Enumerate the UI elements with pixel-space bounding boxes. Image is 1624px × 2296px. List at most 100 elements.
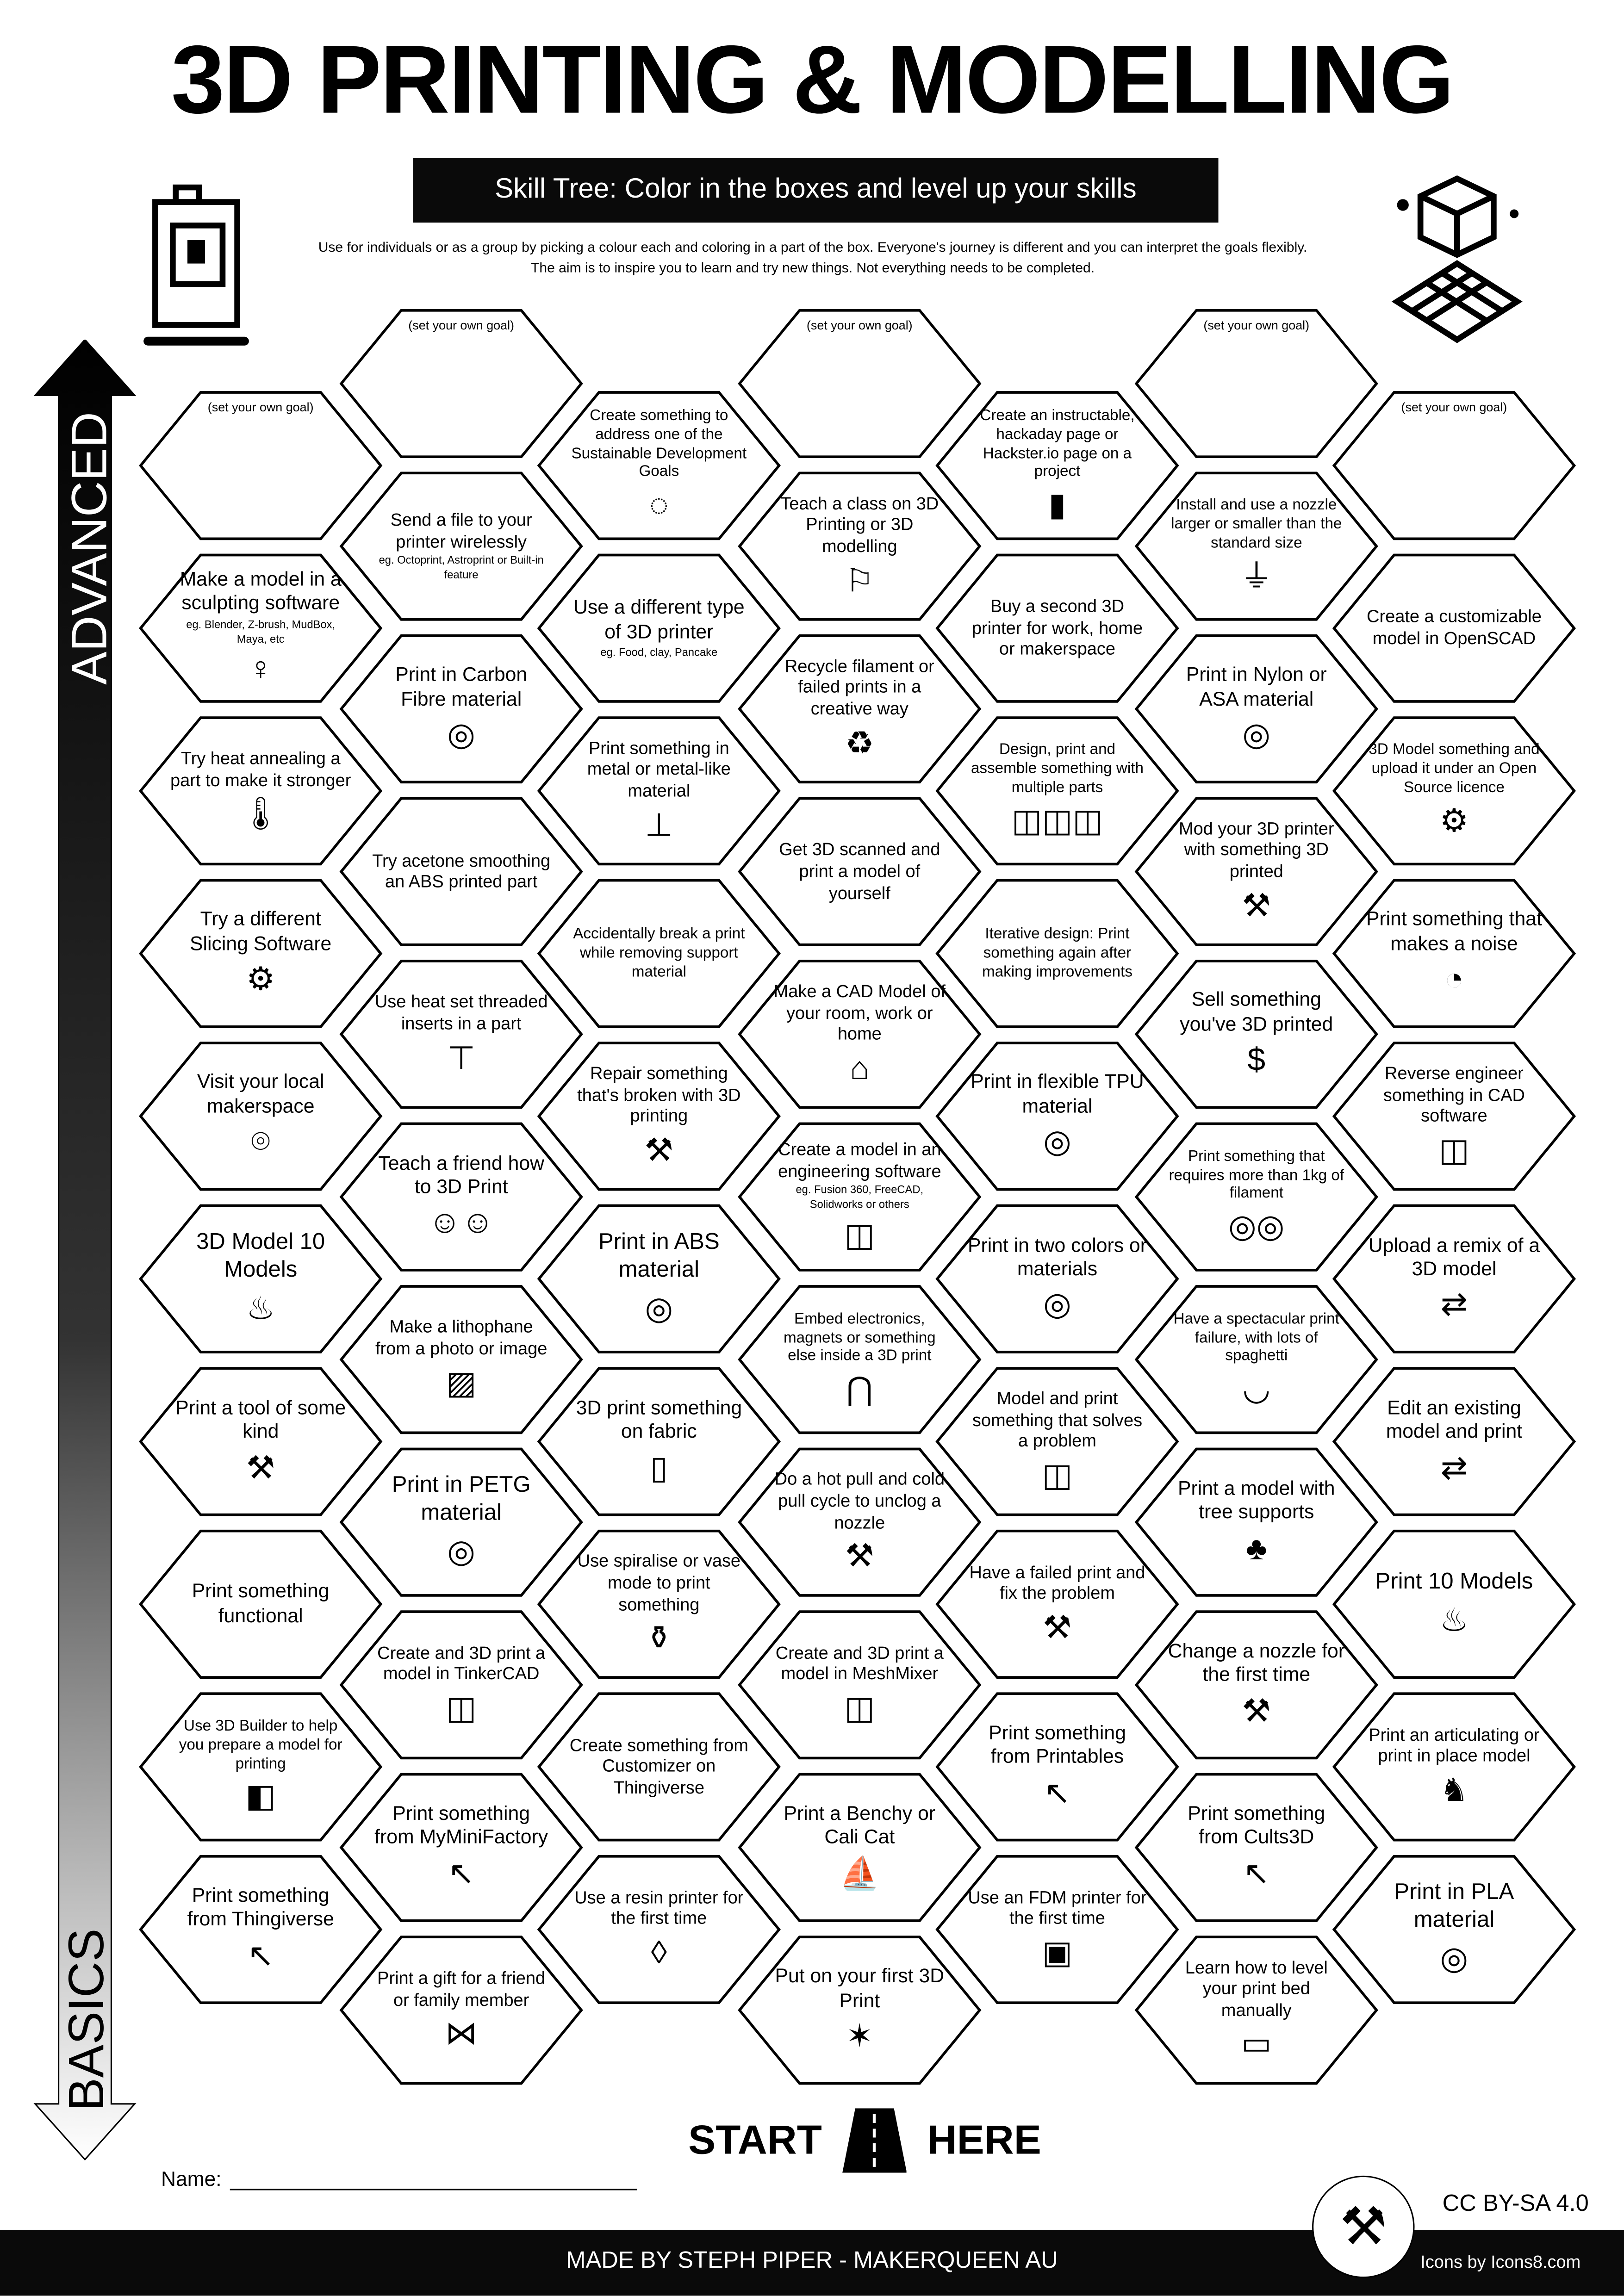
skill-cell[interactable]: Use spiralise or vase mode to print some… [568,1534,750,1675]
skill-cell[interactable]: Print a model with tree supports ♣ [1166,1452,1347,1593]
skill-cell[interactable]: Edit an existing model and print ⇄ [1363,1371,1545,1512]
skill-cell[interactable]: Print a Benchy or Cali Cat ⛵ [769,1777,950,1918]
skill-cell[interactable]: Try a different Slicing Software ⚙ [170,883,351,1024]
skill-cell[interactable]: Repair something that's broken with 3D p… [568,1046,750,1186]
skill-hex[interactable] [1332,1529,1576,1679]
skill-hex[interactable] [1134,1447,1378,1597]
skill-hex[interactable] [1332,1692,1576,1842]
skill-hex[interactable] [935,1042,1179,1191]
skill-hex[interactable] [738,1610,982,1760]
set-own-goal-cell[interactable]: (set your own goal) [806,317,913,333]
skill-hex[interactable] [339,1447,583,1597]
skill-hex[interactable] [1332,1204,1576,1353]
skill-cell[interactable]: Print 10 Models ♨ [1363,1534,1545,1675]
skill-cell[interactable]: Print in two colors or materials ◎ [966,1209,1148,1349]
skill-cell[interactable]: Create something to address one of the S… [568,395,750,536]
skill-cell[interactable]: Iterative design: Print something again … [966,883,1148,1024]
skill-cell[interactable]: 3D print something on fabric ▯ [568,1371,750,1512]
skill-cell[interactable]: Try heat annealing a part to make it str… [170,720,351,861]
skill-cell[interactable]: Upload a remix of a 3D model ⇄ [1363,1209,1545,1349]
skill-cell[interactable]: Make a lithophane from a photo or image ▨ [371,1289,552,1430]
skill-hex[interactable] [139,553,383,703]
skill-hex[interactable] [738,1773,982,1922]
skill-cell[interactable]: Teach a friend how to 3D Print ☺☺ [371,1127,552,1267]
skill-hex[interactable] [339,1610,583,1760]
set-own-goal-cell[interactable]: (set your own goal) [207,399,314,415]
skill-cell[interactable]: Print something functional [170,1534,351,1675]
skill-hex[interactable] [139,1529,383,1679]
skill-hex[interactable] [1332,391,1576,540]
skill-cell[interactable]: Visit your local makerspace ⌾ [170,1046,351,1186]
skill-hex[interactable] [1332,553,1576,703]
skill-hex[interactable] [339,960,583,1109]
skill-cell[interactable]: Make a model in a sculpting software eg. … [170,558,351,699]
skill-hex[interactable] [1134,634,1378,784]
skill-hex[interactable] [935,1529,1179,1679]
skill-hex[interactable] [339,309,583,459]
skill-cell[interactable]: Get 3D scanned and print a model of your… [769,801,950,942]
skill-hex[interactable] [738,797,982,946]
skill-hex[interactable] [1134,1122,1378,1272]
skill-cell[interactable]: Create something from Customizer on Thin… [568,1697,750,1837]
skill-cell[interactable]: Print in PLA material ◎ [1363,1859,1545,2000]
skill-cell[interactable]: Send a file to your printer wirelessly eg… [371,476,552,617]
skill-hex[interactable] [935,1204,1179,1353]
skill-cell[interactable]: Sell something you've 3D printed $ [1166,964,1347,1105]
skill-cell[interactable]: Use a different type of 3D printer eg. Fo… [568,558,750,699]
skill-hex[interactable] [1134,1610,1378,1760]
skill-hex[interactable] [537,553,781,703]
skill-hex[interactable] [537,1692,781,1842]
skill-cell[interactable]: Mod your 3D printer with something 3D pr… [1166,801,1347,942]
skill-hex[interactable] [139,1855,383,2004]
skill-hex[interactable] [339,472,583,621]
skill-cell[interactable]: Print something from MyMiniFactory ↖ [371,1777,552,1918]
skill-hex[interactable] [935,1367,1179,1516]
skill-cell[interactable]: 3D Model 10 Models ♨ [170,1209,351,1349]
skill-cell[interactable]: Use 3D Builder to help you prepare a mod… [170,1697,351,1837]
name-field[interactable]: Name: [161,2167,638,2191]
skill-hex[interactable] [339,1773,583,1922]
skill-cell[interactable]: Install and use a nozzle larger or small… [1166,476,1347,617]
skill-cell[interactable]: Teach a class on 3D Printing or 3D model… [769,476,950,617]
skill-hex[interactable] [1134,1285,1378,1434]
skill-hex[interactable] [339,1936,583,2085]
skill-hex[interactable] [738,1936,982,2085]
skill-hex[interactable] [935,879,1179,1028]
skill-hex[interactable] [935,716,1179,866]
skill-cell[interactable]: Do a hot pull and cold pull cycle to unc… [769,1452,950,1593]
skill-cell[interactable]: Recycle filament or failed prints in a c… [769,639,950,779]
skill-hex[interactable] [537,1529,781,1679]
skill-cell[interactable]: 3D Model something and upload it under a… [1363,720,1545,861]
skill-cell[interactable]: Embed electronics, magnets or something … [769,1289,950,1430]
skill-hex[interactable] [738,309,982,459]
skill-hex[interactable] [537,1204,781,1353]
skill-cell[interactable]: Change a nozzle for the first time ⚒ [1166,1614,1347,1755]
skill-hex[interactable] [537,879,781,1028]
skill-hex[interactable] [1332,879,1576,1028]
skill-hex[interactable] [139,1042,383,1191]
skill-hex[interactable] [935,1855,1179,2004]
skill-cell[interactable]: Print in flexible TPU material ◎ [966,1046,1148,1186]
skill-cell[interactable]: Create a model in an engineering softwar… [769,1127,950,1267]
skill-cell[interactable]: Use heat set threaded inserts in a part ⊤ [371,964,552,1105]
skill-hex[interactable] [537,1855,781,2004]
skill-hex[interactable] [537,1042,781,1191]
skill-cell[interactable]: Print a gift for a friend or family memb… [371,1940,552,2080]
name-input-line[interactable] [230,2168,638,2191]
skill-cell[interactable]: Print something that makes a noise ◔ [1363,883,1545,1024]
skill-cell[interactable]: Print a tool of some kind ⚒ [170,1371,351,1512]
skill-hex[interactable] [1332,1367,1576,1516]
set-own-goal-cell[interactable]: (set your own goal) [408,317,515,333]
skill-hex[interactable] [1134,797,1378,946]
skill-hex[interactable] [537,1367,781,1516]
skill-hex[interactable] [1134,1773,1378,1922]
skill-cell[interactable]: Print something in metal or metal-like m… [568,720,750,861]
skill-hex[interactable] [339,1122,583,1272]
skill-cell[interactable]: Print in Nylon or ASA material ◎ [1166,639,1347,779]
skill-cell[interactable]: Have a failed print and fix the problem ⚒ [966,1534,1148,1675]
skill-hex[interactable] [738,1122,982,1272]
set-own-goal-cell[interactable]: (set your own goal) [1203,317,1310,333]
skill-cell[interactable]: Print an articulating or print in place … [1363,1697,1545,1837]
skill-hex[interactable] [1332,1855,1576,2004]
skill-hex[interactable] [738,472,982,621]
